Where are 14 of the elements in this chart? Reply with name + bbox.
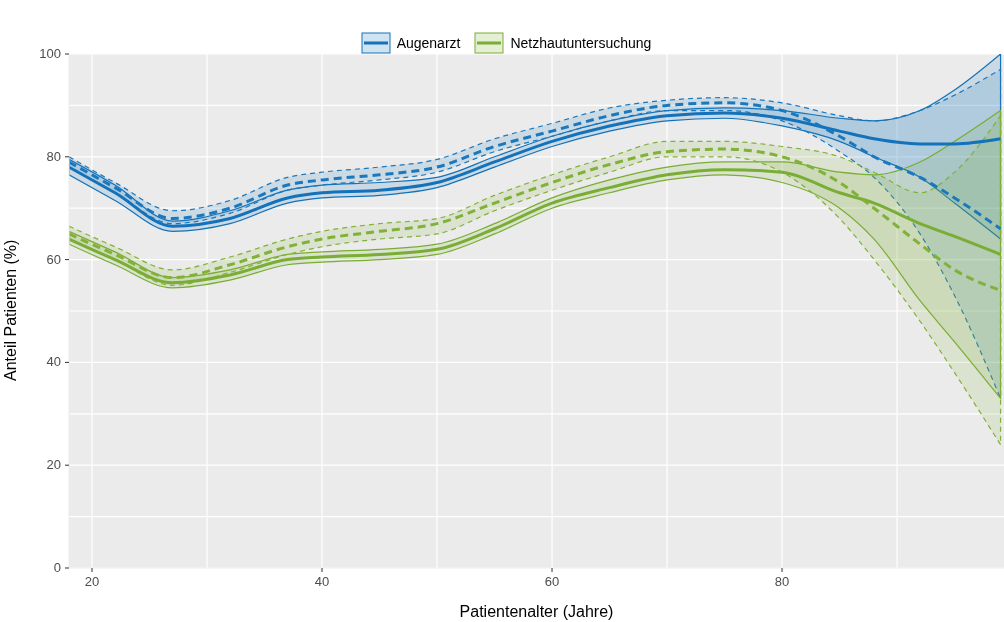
x-tick-label: 40 [314, 574, 330, 589]
y-tick-label: 20 [46, 457, 61, 473]
x-tick-label: 20 [84, 574, 100, 589]
x-tick-label: 60 [544, 574, 560, 589]
y-axis-title: Anteil Patienten (%) [1, 239, 19, 381]
legend-label: Netzhautuntersuchung [510, 35, 652, 51]
y-tick-label: 0 [53, 560, 61, 575]
y-tick-label: 60 [46, 251, 61, 267]
y-tick-label: 40 [46, 354, 61, 370]
y-tick-label: 80 [46, 148, 61, 164]
x-axis-title: Patientenalter (Jahre) [459, 603, 614, 620]
x-tick-label: 80 [774, 574, 790, 589]
legend-label: Augenarzt [396, 35, 461, 51]
y-tick-label: 100 [39, 46, 61, 61]
